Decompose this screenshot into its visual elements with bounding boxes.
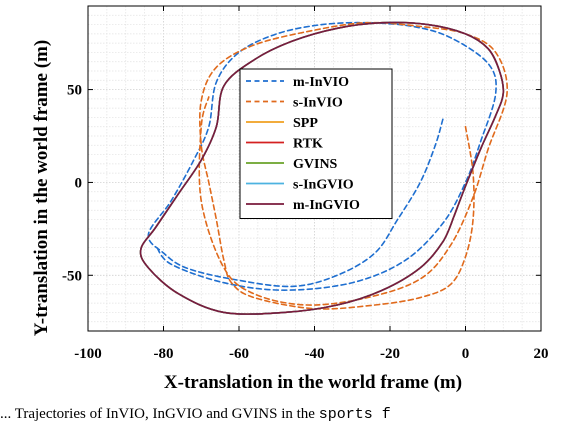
series-line-s-invio [198,21,508,310]
series-line-m-ingvio [139,21,505,315]
x-tick-label: -40 [305,346,325,362]
legend-label: GVINS [293,157,338,172]
legend: m-InVIO s-InVIO SPP RTK GVINS s-InGVIO m-InGVI… [239,68,393,219]
legend-box [239,68,393,219]
x-axis-label: X-translation in the world frame (m) [164,372,462,393]
x-tick-label: -80 [154,346,174,362]
legend-label: s-InGVIO [293,178,354,193]
y-tick-label: -50 [62,268,82,284]
series-line-m-invio [147,21,497,291]
series-layer [139,21,508,315]
legend-label: s-InVIO [293,96,343,111]
y-tick-labels: -50 0 50 [62,83,82,285]
x-tick-label: 20 [534,346,549,362]
legend-label: SPP [293,116,318,131]
legend-label: RTK [293,137,323,152]
y-axis-label: Y-translation in the world frame (m) [31,40,52,336]
y-tick-label: 50 [67,83,82,99]
x-tick-label: -20 [380,346,400,362]
x-tick-label: 0 [462,346,470,362]
caption-text: ... Trajectories of InVIO, InGVIO and GV… [0,406,319,422]
legend-label: m-InVIO [293,75,349,90]
caption-code: sports f [318,406,391,423]
axis-ticks [87,6,542,331]
x-tick-label: -60 [229,346,249,362]
figure-caption: ... Trajectories of InVIO, InGVIO and GV… [0,406,576,423]
x-tick-labels: -100 -80 -60 -40 -20 0 20 [74,346,548,362]
y-tick-label: 0 [75,175,83,191]
x-tick-label: -100 [74,346,102,362]
legend-label: m-InGVIO [293,198,360,213]
